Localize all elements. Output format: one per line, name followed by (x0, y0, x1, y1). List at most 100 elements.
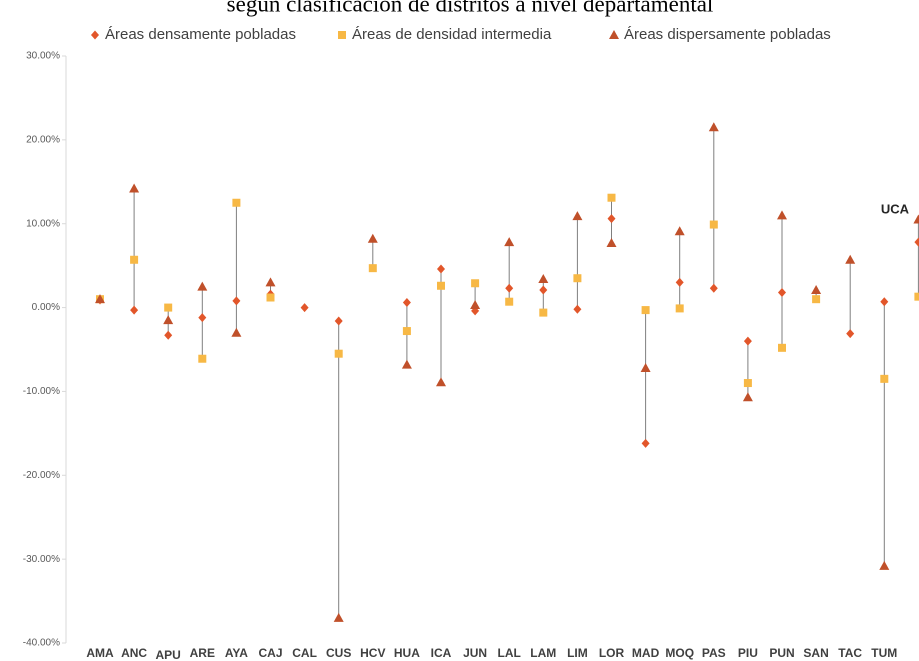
diamond-marker (846, 329, 855, 339)
square-marker (573, 274, 582, 283)
diamond-marker (641, 438, 650, 448)
diamond-marker (573, 304, 582, 314)
category-label: SAN (803, 646, 828, 660)
category-label: AYA (225, 646, 248, 660)
square-marker (266, 293, 275, 302)
square-marker (198, 354, 207, 363)
category-label: PAS (702, 646, 726, 660)
triangle-marker (470, 300, 481, 310)
triangle-marker (708, 122, 719, 132)
y-tick-label: 0.00% (32, 302, 60, 313)
y-tick-label: 20.00% (26, 134, 60, 145)
triangle-marker (674, 226, 685, 236)
category-label: TUM (871, 646, 897, 660)
y-tick-label: 10.00% (26, 218, 60, 229)
square-marker (880, 374, 889, 383)
square-marker (607, 193, 616, 202)
diamond-marker (91, 30, 99, 40)
diamond-marker (437, 264, 445, 274)
category-label: UCA (881, 201, 910, 216)
category-label: LAM (530, 646, 556, 660)
triangle-marker (742, 392, 753, 402)
triangle-marker (197, 281, 208, 291)
square-marker (709, 220, 718, 229)
triangle-marker (504, 237, 515, 247)
category-label: LAL (498, 646, 521, 660)
category-label: ICA (431, 646, 452, 660)
category-label: CAJ (258, 646, 282, 660)
category-label: AMA (86, 646, 114, 660)
y-tick-label: -30.00% (23, 554, 60, 565)
diamond-marker (743, 336, 752, 346)
square-marker (505, 297, 514, 306)
square-marker (402, 327, 411, 336)
triangle-marker (913, 214, 919, 224)
square-marker (914, 292, 919, 301)
triangle-marker (333, 612, 344, 622)
category-label: JUN (463, 646, 487, 660)
category-label: HCV (360, 646, 385, 660)
triangle-marker (538, 274, 549, 284)
triangle-marker (436, 377, 446, 387)
triangle-marker (811, 284, 822, 294)
category-label: TAC (838, 646, 862, 660)
diamond-marker (607, 214, 616, 224)
category-label: CAL (292, 646, 317, 660)
triangle-marker (845, 254, 856, 264)
square-marker (471, 279, 480, 288)
square-marker (675, 304, 684, 313)
square-marker (743, 379, 752, 388)
category-label: LIM (567, 646, 588, 660)
triangle-marker (231, 327, 242, 337)
triangle-marker (640, 362, 651, 372)
y-tick-label: -10.00% (23, 386, 60, 397)
y-tick-label: -40.00% (23, 638, 60, 649)
triangle-marker (163, 315, 174, 325)
triangle-marker (367, 233, 378, 243)
diamond-marker (300, 303, 309, 313)
legend-label: Áreas dispersamente pobladas (624, 26, 831, 43)
diamond-marker (880, 297, 889, 307)
triangle-marker (129, 183, 140, 193)
square-marker (368, 264, 377, 273)
triangle-marker (401, 359, 412, 369)
category-label: PIU (738, 646, 758, 660)
diamond-marker (334, 316, 343, 326)
square-marker (437, 281, 445, 290)
square-marker (778, 343, 786, 352)
diamond-marker (164, 330, 173, 340)
category-label: HUA (394, 646, 420, 660)
square-marker (232, 198, 241, 207)
triangle-marker (95, 294, 105, 304)
y-tick-label: -20.00% (23, 470, 60, 481)
square-marker (641, 306, 650, 315)
square-marker (338, 31, 346, 39)
diamond-marker (402, 298, 411, 308)
square-marker (539, 308, 548, 317)
square-marker (334, 349, 343, 358)
diamond-marker (232, 296, 241, 306)
category-label: ARE (190, 646, 215, 660)
triangle-marker (777, 210, 787, 220)
diamond-marker (539, 285, 548, 295)
diamond-marker (505, 283, 514, 293)
triangle-marker (265, 277, 276, 287)
diamond-marker (778, 287, 786, 297)
square-marker (812, 295, 821, 304)
square-marker (130, 255, 139, 264)
category-label: MOQ (665, 646, 694, 660)
triangle-marker (572, 211, 583, 221)
y-tick-label: 30.00% (26, 51, 60, 62)
category-label: APU (156, 648, 181, 661)
legend-label: Áreas de densidad intermedia (352, 26, 552, 43)
chart-title: según clasificación de distritos a nivel… (227, 0, 714, 16)
diamond-marker (709, 283, 718, 293)
category-label: LOR (599, 646, 625, 660)
diamond-marker (198, 313, 207, 323)
category-label: ANC (121, 646, 147, 660)
diamond-marker (914, 237, 919, 247)
category-label: CUS (326, 646, 351, 660)
category-label: PUN (769, 646, 794, 660)
